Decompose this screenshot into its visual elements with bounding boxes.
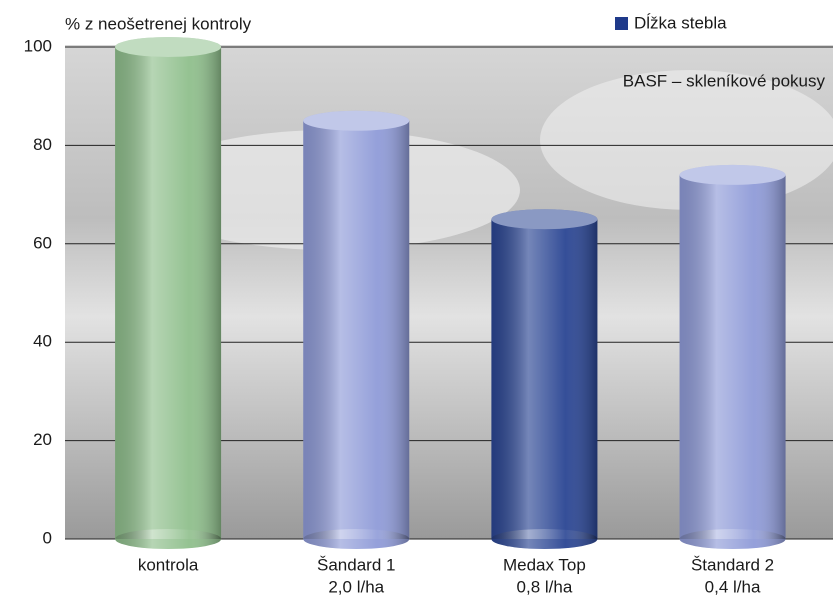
x-tick-label: 0,4 l/ha: [705, 577, 761, 596]
bar-shade: [679, 174, 786, 540]
legend: Dĺžka stebla: [615, 13, 727, 32]
bar-top: [115, 37, 222, 57]
bar: [491, 209, 598, 549]
x-tick-label: Medax Top: [503, 555, 586, 574]
bar-top-highlight: [491, 209, 598, 230]
bar-top-highlight: [679, 164, 786, 185]
bar-top: [679, 164, 786, 185]
annotation: BASF – skleníkové pokusy: [623, 71, 826, 90]
x-tick-label: kontrola: [138, 555, 199, 574]
x-tick-label: Štandard 2: [691, 555, 774, 574]
x-tick-label: 2,0 l/ha: [328, 577, 384, 596]
y-tick-label: 80: [33, 135, 52, 154]
y-tick-label: 20: [33, 430, 52, 449]
bar-bottom-shade: [679, 529, 786, 549]
bar: [115, 37, 222, 549]
x-tick-label: Šandard 1: [317, 555, 395, 574]
chart-title: % z neošetrenej kontroly: [65, 14, 252, 33]
x-tick-label: 0,8 l/ha: [517, 577, 573, 596]
bar-top: [303, 110, 410, 131]
y-tick-label: 100: [24, 36, 52, 55]
y-tick-label: 0: [43, 528, 52, 547]
bar-bottom-shade: [491, 529, 598, 549]
legend-label: Dĺžka stebla: [634, 13, 727, 32]
bar-shade: [303, 120, 410, 540]
bar: [679, 164, 786, 549]
bar: [303, 110, 410, 549]
bar-bottom-shade: [303, 529, 410, 549]
y-tick-label: 60: [33, 233, 52, 252]
legend-swatch: [615, 17, 628, 30]
bar-top-highlight: [115, 37, 222, 57]
y-tick-label: 40: [33, 332, 52, 351]
bar-top-highlight: [303, 110, 410, 131]
bar-shade: [115, 47, 222, 539]
bar-shade: [491, 219, 598, 539]
bar-bottom-shade: [115, 529, 222, 549]
bar-top: [491, 209, 598, 230]
